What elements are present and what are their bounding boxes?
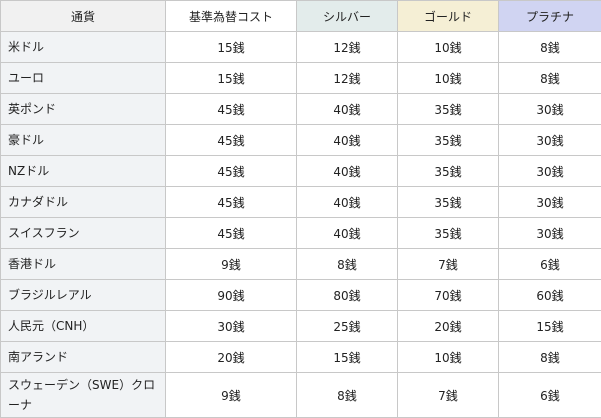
currency-name: 人民元（CNH）	[0, 310, 166, 342]
platinum-cell: 30銭	[498, 217, 601, 249]
gold-cell: 10銭	[397, 341, 499, 373]
currency-name: 南アランド	[0, 341, 166, 373]
gold-cell: 35銭	[397, 217, 499, 249]
header-gold: ゴールド	[397, 0, 499, 32]
platinum-cell: 6銭	[498, 372, 601, 418]
currency-name: ブラジルレアル	[0, 279, 166, 311]
table-row: ブラジルレアル 90銭 80銭 70銭 60銭	[0, 279, 601, 311]
base-cost-cell: 15銭	[165, 62, 297, 94]
gold-cell: 10銭	[397, 62, 499, 94]
currency-name: スウェーデン（SWE）クローナ	[0, 372, 166, 418]
gold-cell: 35銭	[397, 93, 499, 125]
header-base-cost: 基準為替コスト	[165, 0, 297, 32]
base-cost-cell: 45銭	[165, 217, 297, 249]
table-row: NZドル 45銭 40銭 35銭 30銭	[0, 155, 601, 187]
table-row: 人民元（CNH） 30銭 25銭 20銭 15銭	[0, 310, 601, 342]
silver-cell: 25銭	[296, 310, 398, 342]
silver-cell: 8銭	[296, 372, 398, 418]
currency-name: スイスフラン	[0, 217, 166, 249]
platinum-cell: 30銭	[498, 93, 601, 125]
currency-name: 米ドル	[0, 31, 166, 63]
table-row: スイスフラン 45銭 40銭 35銭 30銭	[0, 217, 601, 249]
platinum-cell: 8銭	[498, 62, 601, 94]
currency-name: NZドル	[0, 155, 166, 187]
base-cost-cell: 20銭	[165, 341, 297, 373]
base-cost-cell: 9銭	[165, 248, 297, 280]
currency-name: ユーロ	[0, 62, 166, 94]
base-cost-cell: 9銭	[165, 372, 297, 418]
header-silver: シルバー	[296, 0, 398, 32]
silver-cell: 40銭	[296, 155, 398, 187]
table-row: カナダドル 45銭 40銭 35銭 30銭	[0, 186, 601, 218]
gold-cell: 35銭	[397, 124, 499, 156]
base-cost-cell: 45銭	[165, 124, 297, 156]
table-row: スウェーデン（SWE）クローナ 9銭 8銭 7銭 6銭	[0, 372, 601, 418]
platinum-cell: 30銭	[498, 155, 601, 187]
silver-cell: 12銭	[296, 31, 398, 63]
currency-name: カナダドル	[0, 186, 166, 218]
base-cost-cell: 45銭	[165, 155, 297, 187]
base-cost-cell: 30銭	[165, 310, 297, 342]
gold-cell: 35銭	[397, 186, 499, 218]
platinum-cell: 15銭	[498, 310, 601, 342]
base-cost-cell: 15銭	[165, 31, 297, 63]
header-currency: 通貨	[0, 0, 166, 32]
base-cost-cell: 90銭	[165, 279, 297, 311]
currency-name: 豪ドル	[0, 124, 166, 156]
platinum-cell: 8銭	[498, 31, 601, 63]
silver-cell: 8銭	[296, 248, 398, 280]
currency-name: 英ポンド	[0, 93, 166, 125]
gold-cell: 10銭	[397, 31, 499, 63]
platinum-cell: 60銭	[498, 279, 601, 311]
silver-cell: 40銭	[296, 186, 398, 218]
table-row: 米ドル 15銭 12銭 10銭 8銭	[0, 31, 601, 63]
gold-cell: 70銭	[397, 279, 499, 311]
platinum-cell: 8銭	[498, 341, 601, 373]
silver-cell: 12銭	[296, 62, 398, 94]
platinum-cell: 30銭	[498, 124, 601, 156]
header-platinum: プラチナ	[498, 0, 601, 32]
table-row: 南アランド 20銭 15銭 10銭 8銭	[0, 341, 601, 373]
currency-name: 香港ドル	[0, 248, 166, 280]
table-row: 英ポンド 45銭 40銭 35銭 30銭	[0, 93, 601, 125]
gold-cell: 7銭	[397, 248, 499, 280]
platinum-cell: 30銭	[498, 186, 601, 218]
silver-cell: 80銭	[296, 279, 398, 311]
silver-cell: 40銭	[296, 93, 398, 125]
header-row: 通貨 基準為替コスト シルバー ゴールド プラチナ	[0, 0, 601, 32]
base-cost-cell: 45銭	[165, 93, 297, 125]
table-row: 香港ドル 9銭 8銭 7銭 6銭	[0, 248, 601, 280]
table-row: 豪ドル 45銭 40銭 35銭 30銭	[0, 124, 601, 156]
gold-cell: 7銭	[397, 372, 499, 418]
gold-cell: 35銭	[397, 155, 499, 187]
silver-cell: 40銭	[296, 217, 398, 249]
silver-cell: 40銭	[296, 124, 398, 156]
base-cost-cell: 45銭	[165, 186, 297, 218]
gold-cell: 20銭	[397, 310, 499, 342]
table-row: ユーロ 15銭 12銭 10銭 8銭	[0, 62, 601, 94]
platinum-cell: 6銭	[498, 248, 601, 280]
silver-cell: 15銭	[296, 341, 398, 373]
